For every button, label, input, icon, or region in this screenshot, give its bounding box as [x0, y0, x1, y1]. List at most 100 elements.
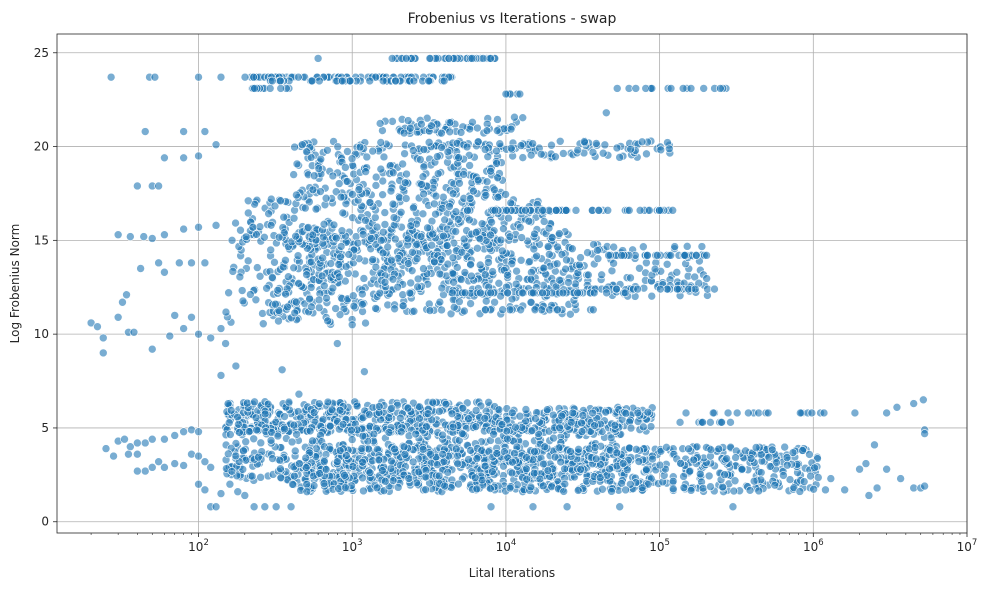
data-point [642, 465, 651, 474]
data-point [424, 138, 434, 147]
data-point [365, 468, 375, 478]
data-point [465, 161, 474, 170]
data-point [235, 428, 244, 437]
data-point [244, 427, 254, 436]
data-point [227, 466, 237, 476]
data-point [782, 460, 792, 470]
data-point [289, 170, 298, 179]
data-point [477, 446, 487, 455]
data-point [400, 149, 409, 158]
data-point [371, 181, 381, 190]
data-point [602, 108, 611, 118]
data-point [431, 209, 440, 219]
data-point [126, 442, 135, 452]
data-point [506, 198, 516, 208]
data-point [321, 193, 331, 203]
data-point [240, 491, 250, 500]
data-point [547, 140, 556, 150]
data-point [250, 397, 259, 407]
data-point [406, 278, 415, 288]
data-point [635, 206, 645, 215]
data-point [258, 319, 268, 329]
data-point [378, 248, 388, 258]
data-point [550, 452, 560, 462]
data-point [387, 54, 397, 63]
data-point [515, 223, 525, 232]
data-point [93, 322, 102, 331]
data-point [540, 442, 550, 452]
data-point [175, 258, 184, 268]
data-point [315, 76, 324, 86]
data-point [561, 264, 570, 274]
data-point [403, 234, 413, 244]
data-point [270, 258, 279, 267]
data-point [428, 229, 437, 239]
data-point [358, 473, 367, 483]
data-point [140, 438, 150, 448]
data-point [194, 329, 203, 339]
data-point [779, 471, 788, 480]
data-point [231, 451, 241, 461]
data-point [484, 398, 493, 407]
data-point [528, 139, 537, 148]
data-point [154, 258, 163, 268]
data-point [578, 411, 588, 420]
data-point [252, 230, 261, 239]
data-point [268, 273, 277, 282]
data-point [416, 232, 426, 241]
data-point [200, 485, 210, 495]
data-point [475, 260, 485, 270]
data-point [347, 154, 357, 164]
data-point [507, 468, 517, 478]
data-point [200, 127, 210, 136]
data-point [300, 203, 310, 213]
data-point [418, 445, 428, 454]
data-point [501, 190, 510, 199]
data-point [754, 486, 764, 496]
data-point [258, 309, 267, 318]
data-point [248, 222, 258, 232]
data-point [695, 469, 705, 479]
data-point [507, 259, 517, 269]
y-axis-label: Log Frobenius Norm [8, 224, 22, 344]
data-point [133, 449, 142, 459]
data-point [341, 163, 350, 172]
data-point [242, 398, 252, 408]
data-point [575, 260, 584, 270]
data-point [292, 430, 301, 439]
x-axis-label: Lital Iterations [469, 566, 555, 580]
data-point [147, 234, 157, 243]
data-point [365, 76, 375, 86]
data-point [331, 304, 340, 313]
data-point [136, 264, 145, 273]
data-point [391, 234, 400, 244]
data-point [430, 257, 439, 267]
data-point [211, 140, 221, 149]
data-point [413, 282, 422, 292]
data-point [573, 145, 583, 155]
data-point [453, 214, 463, 224]
data-point [287, 437, 297, 447]
data-point [241, 232, 251, 242]
data-point [511, 422, 520, 432]
data-point [170, 459, 180, 468]
data-point [266, 436, 276, 445]
data-point [615, 153, 624, 162]
data-point [414, 467, 424, 477]
data-point [372, 483, 382, 493]
data-point [568, 408, 578, 418]
data-point [398, 301, 408, 311]
data-point [448, 269, 458, 279]
data-point [400, 178, 410, 187]
data-point [407, 266, 417, 275]
data-point [336, 192, 346, 202]
data-point [690, 272, 700, 282]
data-point [387, 255, 396, 265]
data-point [681, 408, 691, 418]
data-point [451, 444, 461, 454]
data-point [566, 417, 576, 427]
data-point [260, 232, 269, 242]
data-point [425, 54, 435, 63]
data-point [472, 454, 482, 463]
data-point [358, 457, 367, 467]
